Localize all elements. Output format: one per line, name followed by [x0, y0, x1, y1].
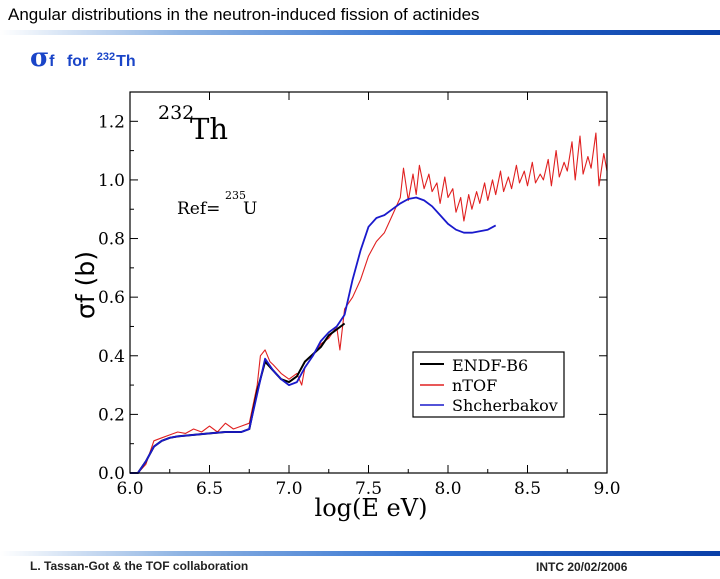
ref-symbol: U	[243, 199, 257, 219]
isotope-symbol: Th	[190, 112, 228, 146]
y-tick-label: 0.0	[98, 464, 125, 484]
footer-credit: L. Tassan-Got & the TOF collaboration	[30, 559, 249, 573]
y-tick-label: 0.4	[98, 347, 125, 367]
y-tick-label: 0.8	[98, 230, 125, 250]
ref-prefix: Ref=	[177, 199, 220, 219]
subtitle-mass: 232	[96, 51, 116, 63]
ref-mass: 235	[225, 189, 246, 202]
plot-frame	[129, 91, 608, 474]
series-line-shcherbakov	[130, 196, 497, 474]
x-tick-label: 6.5	[196, 479, 223, 499]
legend-label-shch: Shcherbakov	[452, 396, 558, 415]
isotope-mass: 232	[158, 102, 194, 124]
subtitle-sub: f	[49, 53, 55, 70]
header-rule	[0, 30, 720, 35]
reference-annotation: Ref= 235 U	[177, 189, 257, 219]
x-tick-label: 7.0	[275, 479, 302, 499]
legend: ENDF-B6 nTOF Shcherbakov	[412, 351, 565, 418]
x-tick-label: 7.5	[355, 479, 382, 499]
series-line-endf-b6	[130, 322, 346, 474]
footer-date: INTC 20/02/2006	[536, 560, 628, 574]
isotope-annotation: 232 Th	[158, 102, 228, 146]
series-line-ntof	[130, 132, 608, 474]
svg-text:σf (b): σf (b)	[71, 251, 100, 319]
subtitle-sigma: σ	[30, 43, 50, 73]
legend-label-ntof: nTOF	[452, 376, 497, 395]
tick-layer: 6.0 6.5 7.0 7.5 8.0 8.5 9.0 0.0 0.2 0.4 0.6 0.8 1.0 1…	[98, 91, 621, 499]
series-layer	[130, 132, 608, 474]
y-tick-label: 0.6	[98, 288, 125, 308]
y-tick-label: 1.2	[98, 112, 125, 132]
legend-label-endf: ENDF-B6	[452, 356, 528, 375]
y-axis-label: σf (b)	[71, 251, 100, 319]
x-tick-label: 8.0	[434, 479, 461, 499]
slide-title: Angular distributions in the neutron-ind…	[8, 5, 480, 24]
subtitle-element: Th	[116, 53, 136, 70]
footer-rule	[0, 551, 720, 556]
subtitle-for: for	[66, 53, 89, 70]
y-tick-label: 0.2	[98, 405, 125, 425]
x-axis-label: log(E eV)	[315, 494, 428, 522]
x-tick-label: 6.0	[116, 479, 143, 499]
y-tick-label: 1.0	[98, 171, 125, 191]
x-tick-label: 8.5	[514, 479, 541, 499]
slide-subtitle: σf for 232Th	[30, 43, 136, 73]
x-tick-label: 9.0	[593, 479, 620, 499]
y-axis-label-text: σf (b)	[71, 251, 100, 319]
